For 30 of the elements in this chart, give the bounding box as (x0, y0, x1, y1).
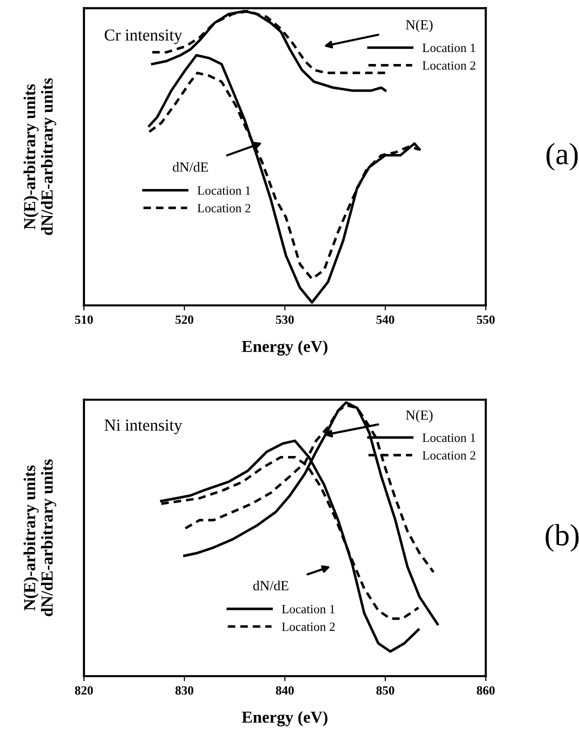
legend-label: Location 2 (422, 61, 476, 70)
legend-label: Location 1 (198, 186, 250, 195)
legend-label: Location 2 (198, 204, 250, 212)
annotation: dN/dE (172, 162, 208, 172)
x-tick-label: 850 (376, 686, 394, 695)
text: (a) (546, 142, 578, 171)
x-tick-label: 840 (276, 686, 294, 695)
annotation: N(E) (406, 20, 433, 32)
annotation: N(E) (406, 410, 433, 423)
x-tick-label: 550 (476, 315, 495, 324)
text: (b) (546, 524, 579, 552)
x-tick-label: 830 (175, 686, 194, 695)
x-tick-label: 510 (75, 315, 93, 324)
text: Ni intensity (104, 420, 182, 434)
text: Cr intensity (104, 29, 182, 44)
x-axis-title: Energy (eV) (242, 711, 328, 726)
x-tick-label: 820 (74, 686, 93, 695)
legend-label: Location 1 (422, 434, 476, 442)
y-axis-title: N(E)-arbitrary units dN/dE-arbitrary units (24, 78, 56, 236)
x-axis-title: Energy (eV) (242, 340, 328, 356)
x-tick-label: 540 (376, 315, 394, 324)
x-tick-label: 530 (276, 315, 294, 324)
x-tick-label: 520 (176, 315, 194, 324)
legend-label: Location 2 (422, 451, 476, 460)
legend-label: Location 1 (282, 604, 335, 614)
annotation: dN/dE (253, 580, 288, 590)
legend-label: Location 1 (422, 44, 476, 52)
y-axis-title: N(E)-arbitrary units dN/dE-arbitrary units (24, 459, 56, 616)
x-tick-label: 860 (476, 686, 495, 695)
legend-label: Location 2 (282, 622, 335, 631)
